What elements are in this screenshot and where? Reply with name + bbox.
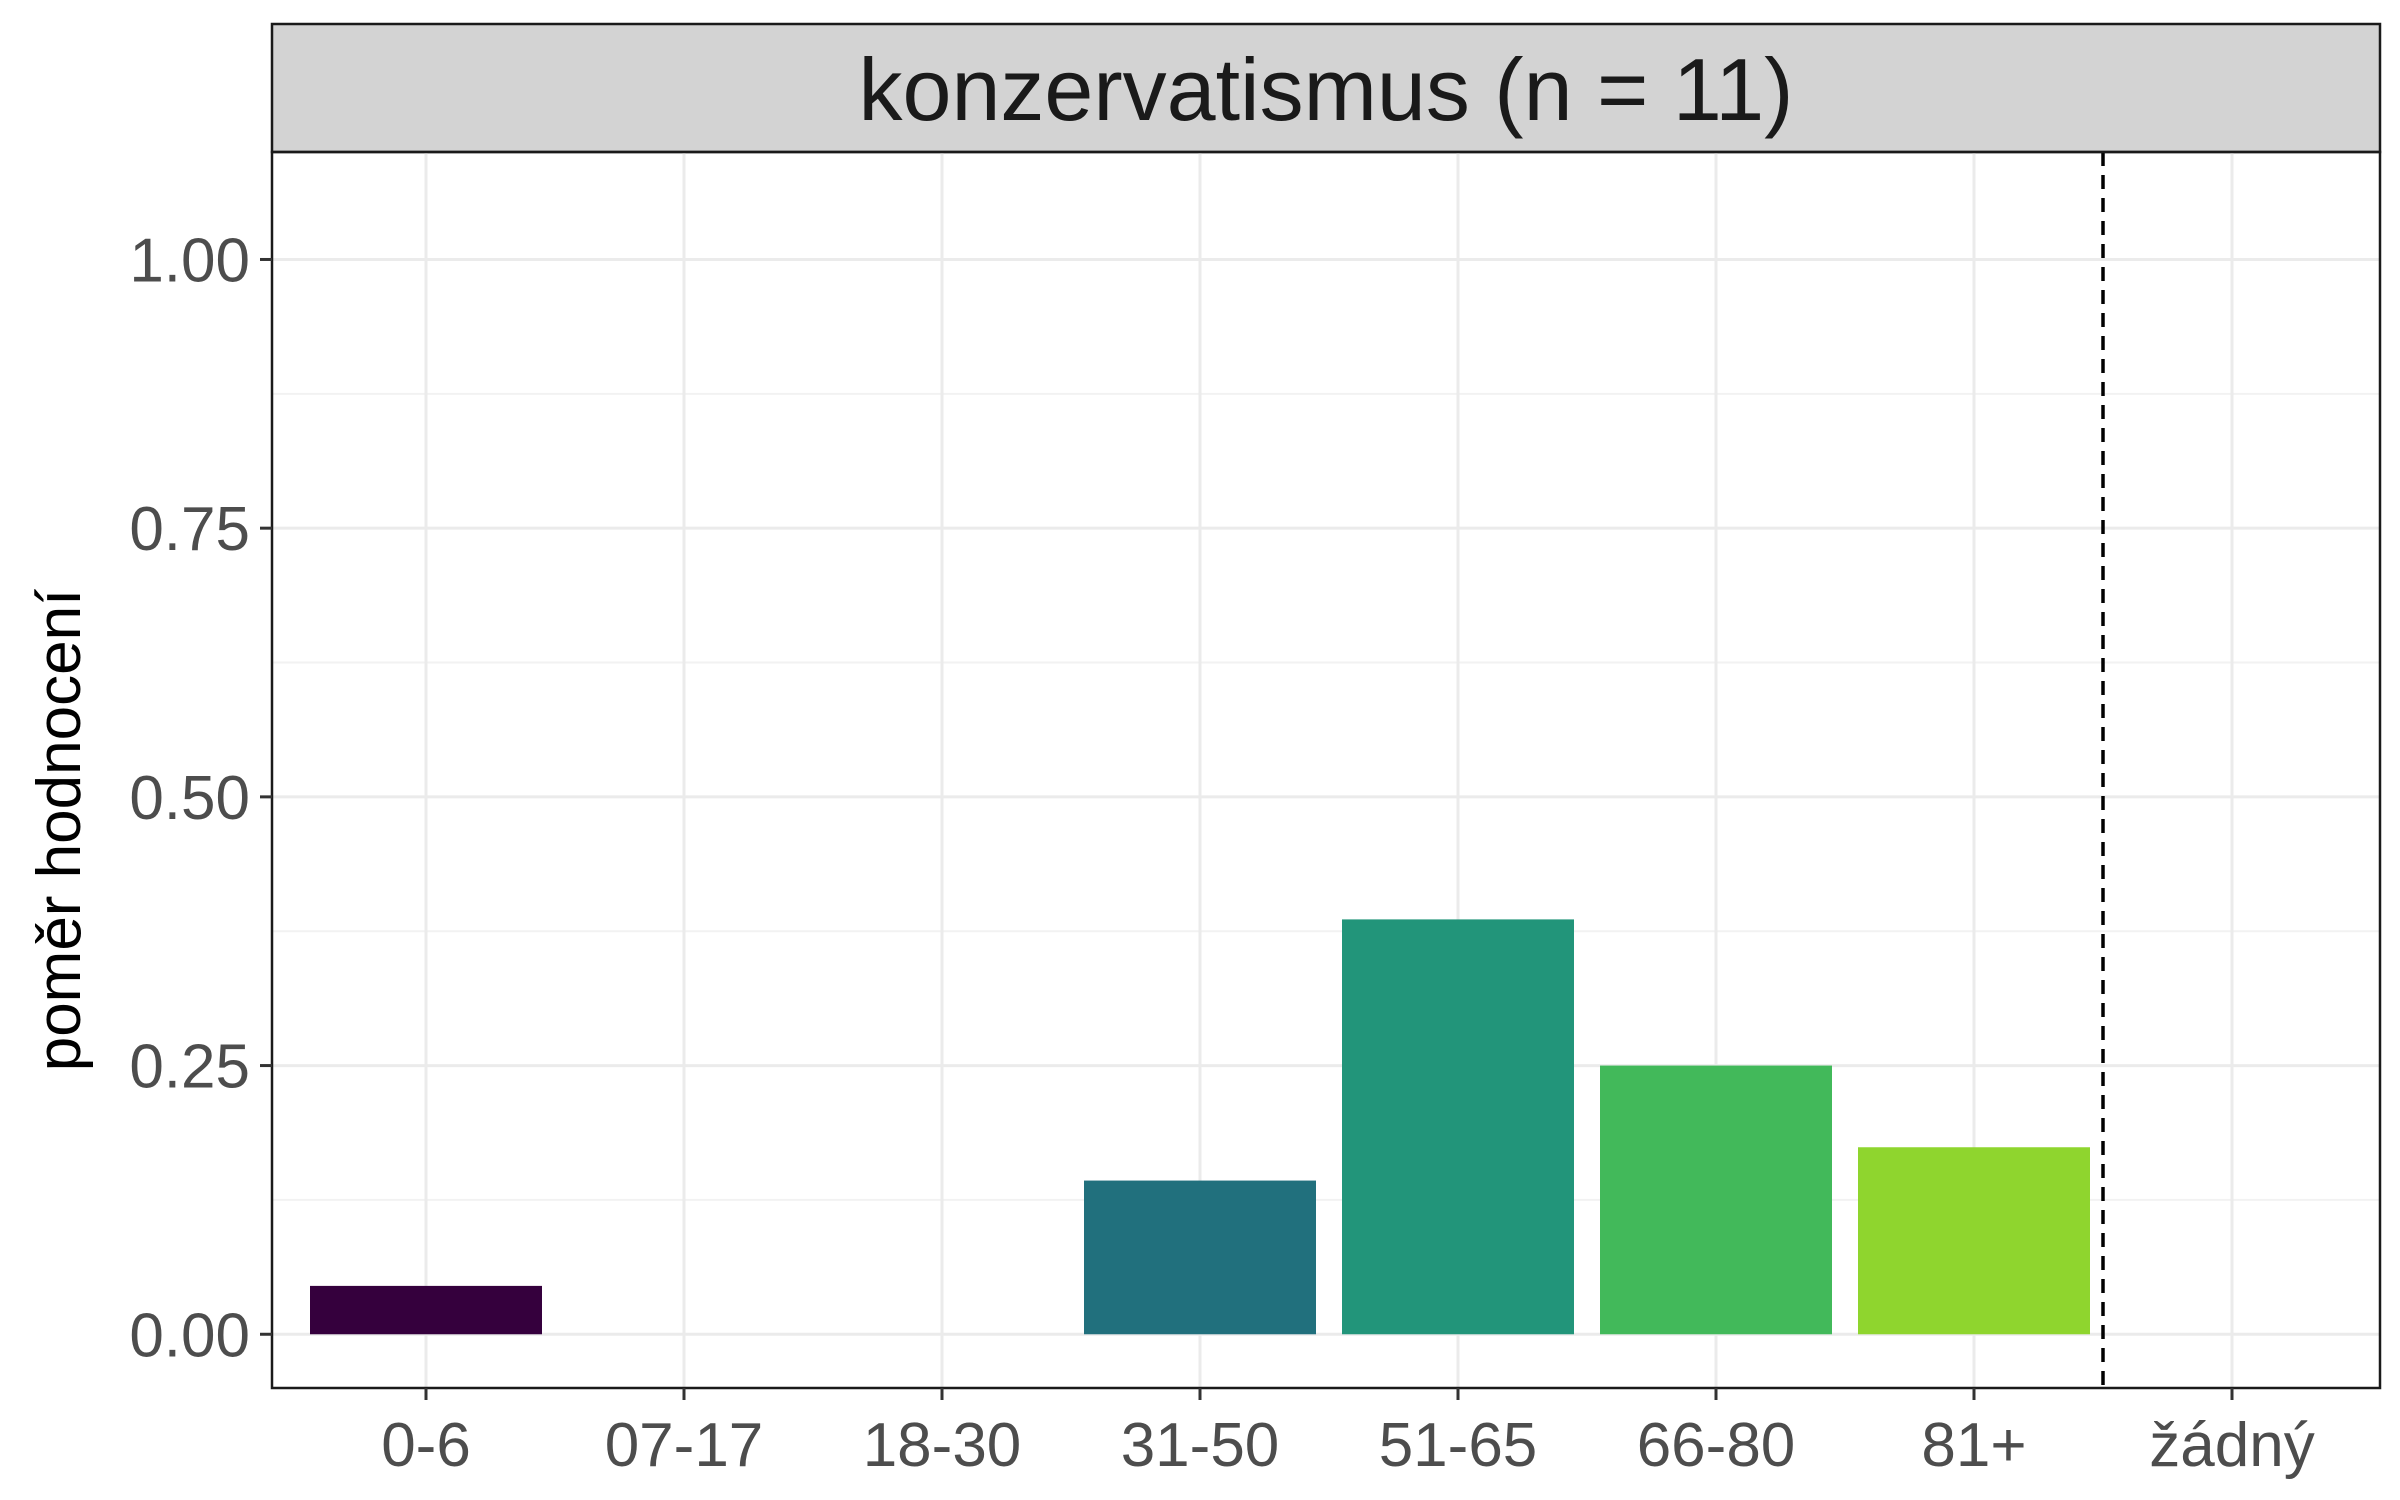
x-tick-label: 51-65 bbox=[1379, 1411, 1538, 1480]
x-tick-label: 07-17 bbox=[605, 1411, 764, 1480]
y-tick-label: 0.25 bbox=[129, 1033, 250, 1102]
x-tick-label: žádný bbox=[2149, 1411, 2314, 1480]
x-tick-label: 0-6 bbox=[381, 1411, 471, 1480]
x-axis: 0-6 07-17 18-30 31-50 51-65 66-80 81+ žádný bbox=[381, 1388, 2315, 1480]
y-tick-label: 0.00 bbox=[129, 1301, 250, 1370]
bar-66-80 bbox=[1600, 1065, 1832, 1335]
bar-0-6 bbox=[310, 1285, 542, 1335]
facet-title: konzervatismus (n = 11) bbox=[859, 40, 1794, 139]
bars bbox=[310, 919, 2090, 1335]
minor-gridlines bbox=[272, 392, 2380, 1201]
facet-strip bbox=[270, 22, 2382, 154]
y-tick-label: 0.75 bbox=[129, 495, 250, 564]
bar-81+ bbox=[1858, 1147, 2090, 1335]
x-tick-label: 31-50 bbox=[1121, 1411, 1280, 1480]
x-tick-label: 18-30 bbox=[863, 1411, 1022, 1480]
bar-51-65 bbox=[1342, 919, 1574, 1335]
y-tick-label: 0.50 bbox=[129, 764, 250, 833]
major-gridlines bbox=[272, 152, 2380, 1388]
bar-31-50 bbox=[1084, 1180, 1316, 1335]
y-axis: 0.00 0.25 0.50 0.75 1.00 bbox=[129, 226, 272, 1370]
x-tick-label: 81+ bbox=[1921, 1411, 2026, 1480]
y-axis-title: poměr hodnocení bbox=[25, 589, 94, 1072]
panel-border bbox=[270, 150, 2382, 1390]
y-tick-label: 1.00 bbox=[129, 226, 250, 295]
plot-panel bbox=[270, 150, 2382, 1390]
x-tick-label: 66-80 bbox=[1637, 1411, 1796, 1480]
